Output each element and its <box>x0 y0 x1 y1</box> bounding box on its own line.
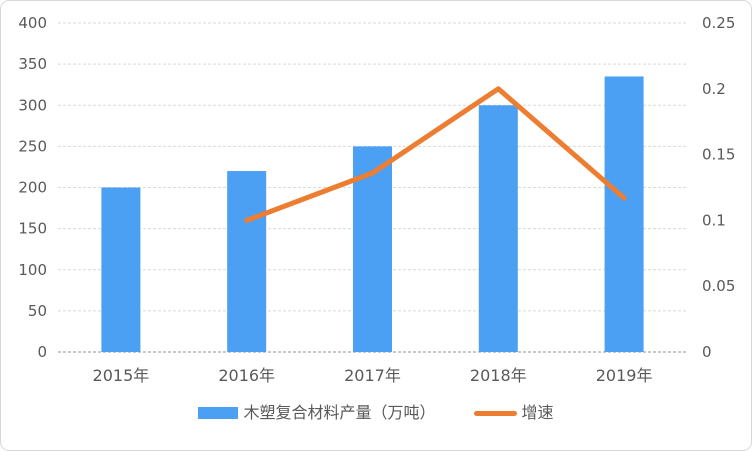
production-bar-1 <box>227 171 267 352</box>
x-axis-label-3: 2018年 <box>470 366 527 385</box>
left-axis-tick-label: 300 <box>18 96 47 114</box>
production-bar-4 <box>604 76 644 353</box>
legend: 木塑复合材料产量（万吨） 增速 <box>1 405 751 421</box>
legend-item-production: 木塑复合材料产量（万吨） <box>198 403 436 422</box>
production-bar-2 <box>353 146 392 352</box>
left-axis-tick-label: 250 <box>18 137 47 155</box>
left-axis-tick-label: 150 <box>18 220 47 238</box>
x-axis-label-4: 2019年 <box>596 366 653 385</box>
bar-series-label: 木塑复合材料产量（万吨） <box>243 403 436 422</box>
line-series-swatch-icon <box>473 410 517 416</box>
right-axis-tick-label: 0.1 <box>702 211 726 229</box>
growth-series-label: 增速 <box>521 403 554 422</box>
left-axis-tick-label: 100 <box>18 261 47 279</box>
left-axis-tick-label: 200 <box>18 179 47 197</box>
right-axis-tick-label: 0 <box>702 343 712 361</box>
right-axis-tick-label: 0.2 <box>702 80 726 98</box>
x-axis-label-1: 2016年 <box>218 366 275 385</box>
legend-item-growth: 增速 <box>473 403 554 422</box>
left-axis-tick-label: 0 <box>37 343 47 361</box>
right-axis-tick-label: 0.25 <box>702 14 735 32</box>
bar-series-swatch-icon <box>198 407 239 419</box>
production-bar-0 <box>101 187 141 352</box>
right-axis-tick-label: 0.15 <box>702 146 735 164</box>
growth-line <box>244 86 627 223</box>
right-axis-tick-label: 0.05 <box>702 277 735 295</box>
x-axis-label-0: 2015年 <box>93 366 150 385</box>
left-axis-tick-label: 350 <box>18 55 47 73</box>
left-axis-tick-label: 400 <box>18 14 47 32</box>
x-axis-label-2: 2017年 <box>344 366 401 385</box>
production-bar-3 <box>478 105 518 352</box>
left-axis-tick-label: 50 <box>28 302 47 320</box>
